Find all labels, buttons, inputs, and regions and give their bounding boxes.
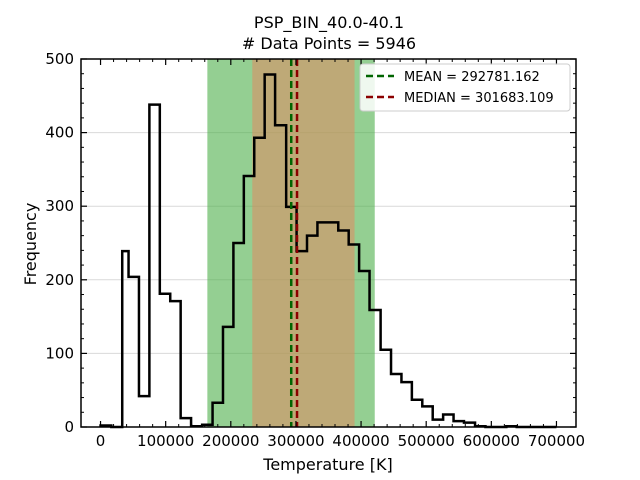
y-axis-ticks: 0 100 200 300 400 500 — [45, 50, 576, 436]
chart-title: PSP_BIN_40.0-40.1 — [254, 13, 404, 33]
legend: MEAN = 292781.162 MEDIAN = 301683.109 — [359, 63, 571, 112]
plot-frame — [80, 58, 577, 428]
y-tick-label: 300 — [45, 197, 74, 215]
y-tick-label: 0 — [64, 418, 74, 436]
x-tick-label: 0 — [96, 432, 106, 450]
chart-subtitle: # Data Points = 5946 — [242, 34, 416, 53]
legend-median-label: MEDIAN = 301683.109 — [404, 91, 554, 106]
x-tick-label: 700000 — [528, 432, 585, 450]
shaded-region — [252, 59, 355, 427]
histogram-step-line — [99, 73, 557, 429]
x-tick-label: 400000 — [332, 432, 389, 450]
x-tick-label: 200000 — [202, 432, 259, 450]
y-tick-label: 500 — [45, 50, 74, 68]
y-tick-label: 400 — [45, 124, 74, 142]
x-tick-label: 600000 — [463, 432, 520, 450]
x-axis-label: Temperature [K] — [262, 455, 392, 474]
x-tick-label: 100000 — [137, 432, 194, 450]
x-tick-label: 500000 — [398, 432, 455, 450]
legend-mean-label: MEAN = 292781.162 — [404, 70, 540, 85]
y-tick-label: 200 — [45, 271, 74, 289]
x-tick-label: 300000 — [267, 432, 324, 450]
legend-box — [359, 63, 571, 112]
y-axis-label: Frequency — [21, 203, 40, 286]
y-tick-label: 100 — [45, 344, 74, 362]
x-axis-ticks: 0 100000 200000 300000 400000 500000 600000 700… — [96, 59, 585, 450]
